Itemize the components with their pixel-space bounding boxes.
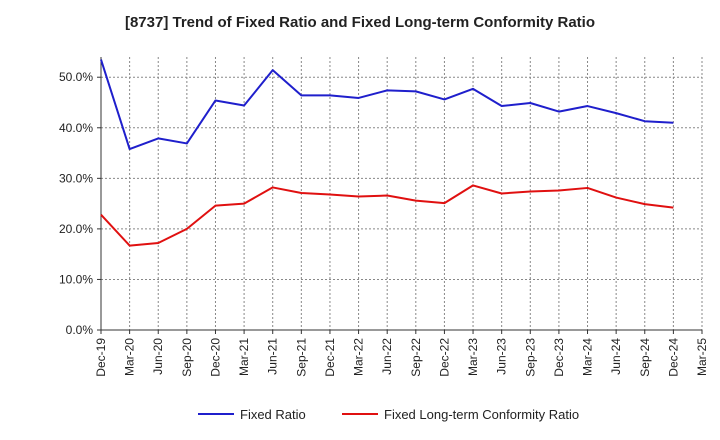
x-tick-label: Jun-23 bbox=[495, 338, 509, 375]
series-line-1 bbox=[100, 59, 674, 151]
x-tick-label: Jun-24 bbox=[609, 338, 623, 375]
x-tick-label: Dec-22 bbox=[437, 338, 451, 377]
x-tick-label: Sep-22 bbox=[409, 338, 423, 377]
x-tick-label: Dec-21 bbox=[323, 338, 337, 377]
y-tick-label: 10.0% bbox=[59, 272, 93, 286]
x-tick-label: Dec-24 bbox=[666, 338, 680, 377]
legend-label-1: Fixed Ratio bbox=[240, 407, 306, 422]
x-tick-label: Sep-21 bbox=[294, 338, 308, 377]
x-axis-ticks: Dec-19 Mar-20 Jun-20 Sep-20 Dec-20 Mar-21 Jun-… bbox=[94, 330, 709, 377]
y-tick-label: 0.0% bbox=[66, 323, 94, 337]
x-tick-label: Jun-21 bbox=[266, 338, 280, 375]
chart-title: [8737] Trend of Fixed Ratio and Fixed Lo… bbox=[124, 14, 596, 31]
series-line-2 bbox=[100, 184, 674, 247]
x-tick-label: Mar-21 bbox=[237, 338, 251, 376]
axes bbox=[100, 57, 702, 331]
x-tick-label: Jun-20 bbox=[151, 338, 165, 375]
y-tick-label: 40.0% bbox=[59, 121, 93, 135]
legend-label-2: Fixed Long-term Conformity Ratio bbox=[384, 407, 579, 422]
x-tick-label: Mar-20 bbox=[123, 338, 137, 376]
x-tick-label: Mar-23 bbox=[466, 338, 480, 376]
x-tick-label: Dec-19 bbox=[94, 338, 108, 377]
plot-background bbox=[101, 57, 702, 330]
y-axis-ticks: 0.0% 10.0% 20.0% 30.0% 40.0% 50.0% bbox=[59, 70, 101, 337]
x-tick-label: Mar-25 bbox=[695, 338, 709, 376]
x-tick-label: Sep-23 bbox=[523, 338, 537, 377]
x-tick-label: Mar-22 bbox=[352, 338, 366, 376]
x-tick-label: Dec-23 bbox=[552, 338, 566, 377]
y-tick-label: 20.0% bbox=[59, 222, 93, 236]
plot-area bbox=[101, 57, 702, 330]
x-tick-label: Jun-22 bbox=[380, 338, 394, 375]
x-tick-label: Dec-20 bbox=[208, 338, 222, 377]
x-tick-label: Sep-20 bbox=[180, 338, 194, 377]
legend: Fixed Ratio Fixed Long-term Conformity Ra… bbox=[198, 407, 579, 422]
y-tick-label: 50.0% bbox=[59, 70, 93, 84]
series-lines bbox=[100, 59, 674, 247]
x-tick-label: Mar-24 bbox=[581, 338, 595, 376]
x-tick-label: Sep-24 bbox=[638, 338, 652, 377]
y-tick-label: 30.0% bbox=[59, 171, 93, 185]
